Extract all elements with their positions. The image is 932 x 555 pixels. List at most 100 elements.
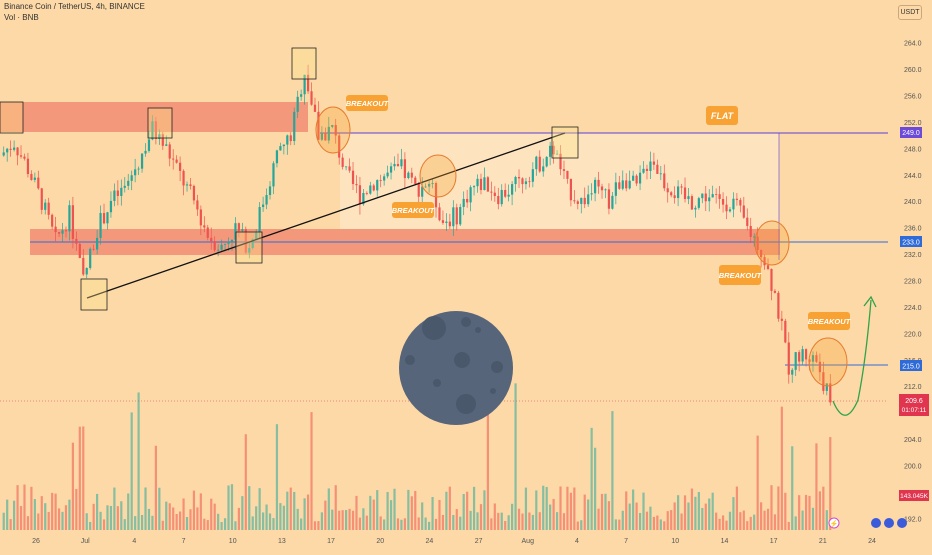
volume-bar: [210, 498, 213, 530]
candle-body: [590, 193, 593, 195]
candle-body: [746, 217, 749, 226]
volume-bar: [621, 510, 624, 530]
candle-body: [265, 195, 268, 205]
candle-body: [348, 166, 351, 171]
candle-body: [64, 230, 68, 232]
time-axis[interactable]: 26 Jul 4 7 10 13 17 20 24 27 Aug 4 7 10 14 17 21 24: [32, 538, 876, 545]
price-tick-3: 252.0: [904, 120, 922, 127]
volume-bar: [791, 446, 794, 530]
volume-bar: [715, 512, 718, 530]
volume-bar: [71, 442, 74, 530]
event-flag-icon-2[interactable]: [884, 518, 894, 528]
time-tick-2: 4: [132, 538, 136, 545]
candle-body: [255, 232, 258, 240]
highlight-box-4: [235, 231, 263, 264]
countdown-text: 01:07:11: [902, 407, 927, 414]
volume-bar: [476, 512, 479, 530]
volume-bar: [54, 493, 57, 530]
candle-body: [400, 159, 403, 167]
candle-body: [742, 205, 745, 218]
volume-bar: [811, 507, 815, 530]
candle-body: [172, 158, 175, 160]
volume-bar: [611, 411, 614, 530]
candles: [2, 64, 832, 406]
candle-body: [735, 198, 738, 200]
event-flag-icon-1[interactable]: [871, 518, 881, 528]
volume-bar: [282, 505, 285, 530]
candle-body: [559, 153, 562, 170]
candle-body: [130, 175, 133, 181]
candle-body: [230, 239, 234, 242]
volume-bar: [92, 503, 95, 530]
lightning-icon[interactable]: [828, 517, 840, 529]
candle-body: [434, 183, 438, 208]
candle-body: [628, 180, 631, 189]
volume-bar: [279, 503, 282, 530]
highlight-box-2: [147, 107, 173, 139]
candle-body: [16, 147, 19, 156]
candle-body: [753, 236, 756, 238]
volume-bar: [590, 427, 593, 530]
volume-bar: [725, 520, 728, 530]
candle-body: [576, 201, 579, 204]
candle-body: [583, 197, 586, 205]
projection-curve: [832, 299, 872, 416]
candle-body: [815, 355, 818, 362]
flat-label: FLAT: [706, 106, 738, 125]
candle-body: [715, 194, 718, 195]
candle-body: [327, 126, 330, 141]
candle-body: [320, 132, 323, 140]
candle-body: [549, 145, 552, 157]
volume-bar: [185, 516, 189, 530]
volume-bar: [697, 492, 700, 530]
level-249-label: 249.0: [900, 127, 922, 138]
time-tick-10: Aug: [522, 538, 535, 545]
candle-body: [99, 213, 102, 238]
volume-bar: [459, 516, 462, 530]
breakout-circle-4: [808, 337, 848, 387]
candle-body: [725, 204, 728, 212]
candle-body: [262, 204, 265, 208]
volume-bar: [310, 412, 313, 530]
candle-body: [296, 96, 299, 112]
volume-bar: [140, 515, 144, 530]
volume-bar: [732, 497, 735, 530]
candle-body: [791, 369, 794, 375]
volume-bar: [469, 510, 472, 530]
volume-bar: [434, 518, 438, 530]
volume-bar: [746, 521, 749, 530]
time-tick-16: 21: [819, 538, 827, 545]
event-flag-icon-3[interactable]: [897, 518, 907, 528]
candle-body: [414, 177, 417, 184]
volume-bar: [303, 498, 306, 530]
highlight-box-1: [0, 101, 24, 134]
candle-body: [82, 257, 85, 275]
candle-body: [365, 193, 368, 194]
volume-bar: [683, 495, 687, 530]
price-tick-1: 260.0: [904, 67, 922, 74]
volume-bar: [134, 516, 137, 530]
candle-body: [227, 241, 230, 244]
volume-bar: [217, 513, 220, 530]
candle-body: [462, 198, 465, 207]
time-tick-6: 17: [327, 538, 335, 545]
volume-bar: [165, 501, 168, 530]
time-tick-17: 24: [868, 538, 876, 545]
candle-body: [448, 221, 451, 227]
volume-bar: [604, 493, 607, 530]
candle-body: [652, 161, 655, 165]
candle-body: [562, 169, 566, 171]
candle-body: [268, 186, 272, 196]
candle-body: [438, 207, 441, 221]
volume-bar: [763, 510, 766, 530]
resistance-zone: [0, 102, 308, 132]
currency-button[interactable]: USDT: [898, 5, 922, 20]
volume-bar: [455, 509, 458, 530]
candle-body: [300, 94, 303, 97]
volume-bar: [690, 488, 694, 530]
candle-body: [386, 172, 389, 177]
volume-bar: [756, 435, 759, 530]
volume-bar: [424, 517, 427, 530]
candle-body: [625, 180, 628, 189]
